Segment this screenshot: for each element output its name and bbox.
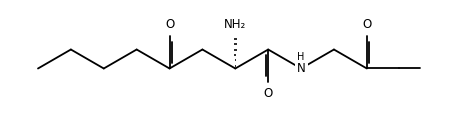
Text: O: O bbox=[165, 18, 174, 31]
Text: O: O bbox=[362, 18, 371, 31]
Text: O: O bbox=[263, 87, 273, 100]
Text: NH₂: NH₂ bbox=[224, 18, 246, 31]
Text: N: N bbox=[297, 62, 305, 75]
Text: H: H bbox=[297, 53, 305, 63]
